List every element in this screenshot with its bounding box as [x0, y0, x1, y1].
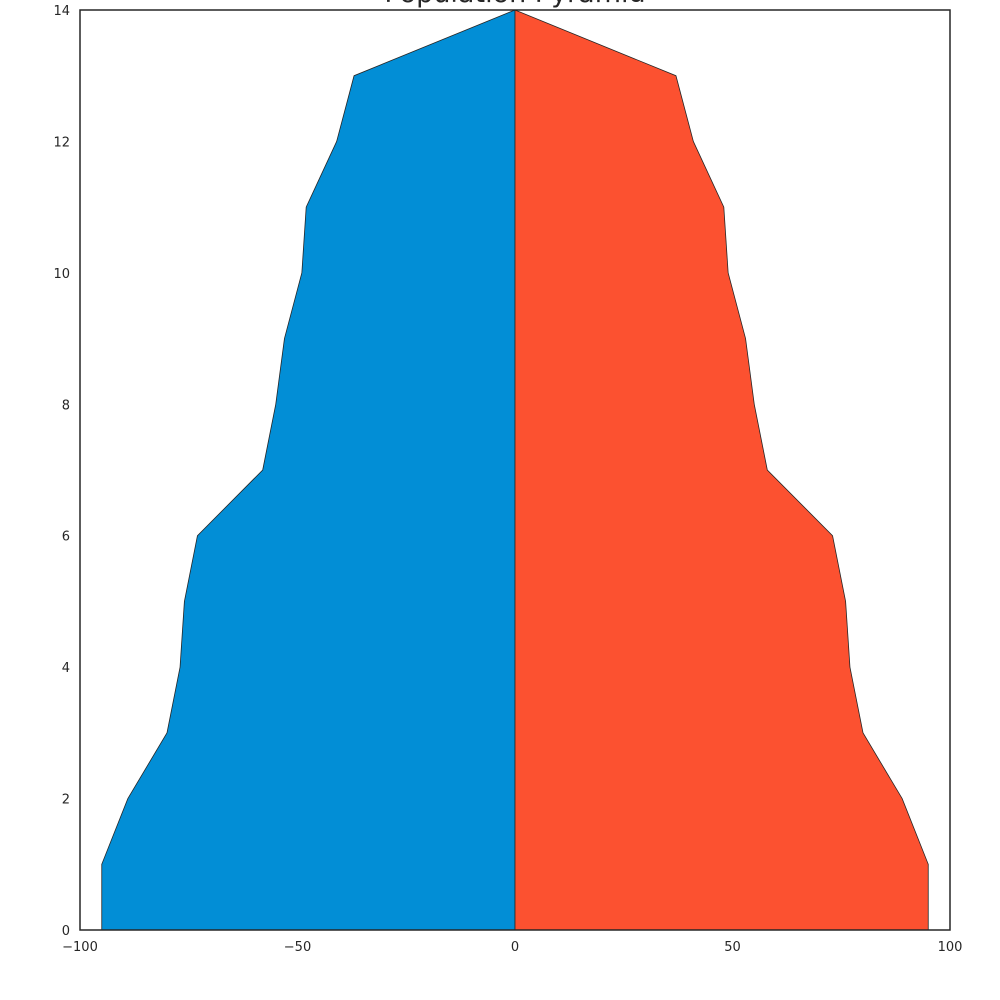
x-tick-label: 50 [724, 940, 741, 955]
y-tick-label: 12 [53, 135, 70, 150]
series-1-area [514, 10, 929, 930]
y-tick-label: 2 [62, 793, 70, 808]
series-layer [101, 10, 929, 930]
x-tick-label: −50 [284, 940, 311, 955]
y-tick-label: 4 [62, 661, 70, 676]
y-tick-label: 14 [53, 4, 70, 19]
x-tick-label: 100 [938, 940, 963, 955]
y-tick-label: 10 [53, 267, 70, 282]
chart-title: Population Pyramid [384, 0, 645, 9]
x-tick-label: 0 [511, 940, 519, 955]
plot-frame [79, 9, 951, 931]
y-tick-label: 8 [62, 398, 70, 413]
series-0-area [101, 10, 516, 930]
y-tick-label: 0 [62, 924, 70, 939]
y-axis-ticks: 0 2 4 6 8 10 12 14 [53, 4, 70, 939]
x-tick-label: −100 [62, 940, 98, 955]
x-axis-ticks: −100 −50 0 50 100 [62, 940, 962, 955]
y-tick-label: 6 [62, 530, 70, 545]
